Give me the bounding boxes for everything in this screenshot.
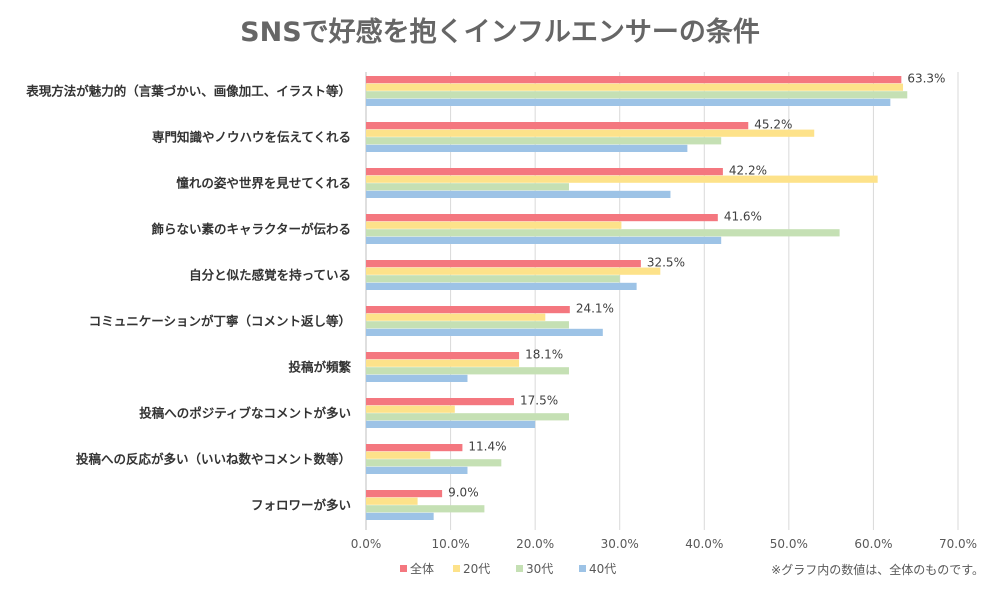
bar-20代 [366, 313, 546, 321]
bar-全体 [366, 76, 902, 84]
bar-30代 [366, 91, 908, 99]
category-label: 専門知識やノウハウを伝えてくれる [152, 130, 351, 145]
legend-label: 30代 [526, 562, 553, 576]
category-label: コミュニケーションが丁寧（コメント返し等） [89, 314, 351, 329]
bar-全体 [366, 214, 718, 222]
data-label: 18.1% [525, 348, 563, 362]
bar-全体 [366, 260, 641, 268]
bar-30代 [366, 459, 502, 467]
legend-label: 20代 [463, 562, 490, 576]
category-label: 憧れの姿や世界を見せてくれる [176, 176, 351, 191]
bar-20代 [366, 451, 431, 459]
data-labels: 63.3% 45.2% 42.2% 41.6% 32.5% 24.1% 18.1% 17.5%… [448, 72, 945, 500]
data-label: 42.2% [729, 164, 767, 178]
bar-20代 [366, 175, 878, 183]
category-label: 飾らない素のキャラクターが伝わる [151, 222, 351, 237]
bar-40代 [366, 374, 468, 382]
bar-30代 [366, 137, 722, 145]
bar-全体 [366, 444, 463, 452]
bar-30代 [366, 505, 485, 513]
x-tick-label: 10.0% [432, 537, 470, 551]
legend-label: 全体 [410, 561, 434, 576]
bar-全体 [366, 122, 749, 130]
bar-40代 [366, 282, 637, 290]
bar-40代 [366, 466, 468, 474]
category-label: 表現方法が魅力的（言葉づかい、画像加工、イラスト等） [25, 84, 351, 99]
x-tick-label: 0.0% [351, 537, 382, 551]
data-label: 24.1% [576, 302, 614, 316]
x-tick-label: 60.0% [854, 537, 892, 551]
legend: 全体 20代 30代 40代 [400, 561, 616, 576]
bar-40代 [366, 190, 671, 198]
x-tick-label: 30.0% [601, 537, 639, 551]
category-labels: 表現方法が魅力的（言葉づかい、画像加工、イラスト等） 専門知識やノウハウを伝えてく… [25, 84, 351, 513]
bars [366, 76, 908, 520]
data-label: 11.4% [468, 440, 506, 454]
x-tick-label: 50.0% [770, 537, 808, 551]
bar-全体 [366, 398, 514, 406]
bar-全体 [366, 490, 443, 498]
bar-40代 [366, 144, 688, 152]
bar-20代 [366, 497, 418, 505]
bar-40代 [366, 98, 891, 106]
data-label: 41.6% [724, 210, 762, 224]
category-label: 投稿へのポジティブなコメントが多い [139, 406, 351, 421]
legend-swatch [400, 565, 407, 572]
legend-swatch [579, 565, 586, 572]
chart-title: SNSで好感を抱くインフルエンサーの条件 [240, 16, 760, 48]
bar-20代 [366, 359, 520, 367]
category-label: フォロワーが多い [251, 498, 351, 513]
chart-note: ※グラフ内の数値は、全体のものです。 [771, 562, 984, 577]
category-label: 投稿への反応が多い（いいね数やコメント数等） [76, 452, 351, 467]
bar-20代 [366, 83, 904, 91]
bar-20代 [366, 267, 661, 275]
data-label: 32.5% [647, 256, 685, 270]
bar-20代 [366, 405, 455, 413]
bar-30代 [366, 229, 840, 237]
legend-label: 40代 [589, 562, 616, 576]
bar-全体 [366, 352, 520, 360]
category-label: 投稿が頻繁 [288, 360, 351, 375]
bar-40代 [366, 420, 536, 428]
bar-30代 [366, 275, 620, 283]
bar-40代 [366, 512, 434, 520]
data-label: 63.3% [907, 72, 945, 86]
bar-40代 [366, 236, 722, 244]
bar-20代 [366, 221, 622, 229]
bar-20代 [366, 129, 815, 137]
bar-40代 [366, 328, 603, 336]
bar-全体 [366, 306, 570, 314]
legend-swatch [453, 565, 460, 572]
bar-全体 [366, 168, 723, 176]
bar-30代 [366, 183, 569, 191]
data-label: 45.2% [754, 118, 792, 132]
x-tick-label: 20.0% [516, 537, 554, 551]
x-tick-labels: 0.0% 10.0% 20.0% 30.0% 40.0% 50.0% 60.0% 70.0% [351, 537, 977, 551]
bar-30代 [366, 367, 569, 375]
data-label: 17.5% [520, 394, 558, 408]
data-label: 9.0% [448, 486, 479, 500]
bar-30代 [366, 321, 569, 329]
category-label: 自分と似た感覚を持っている [189, 268, 351, 283]
x-tick-label: 40.0% [685, 537, 723, 551]
x-tick-label: 70.0% [939, 537, 977, 551]
legend-swatch [516, 565, 523, 572]
bar-30代 [366, 413, 569, 421]
